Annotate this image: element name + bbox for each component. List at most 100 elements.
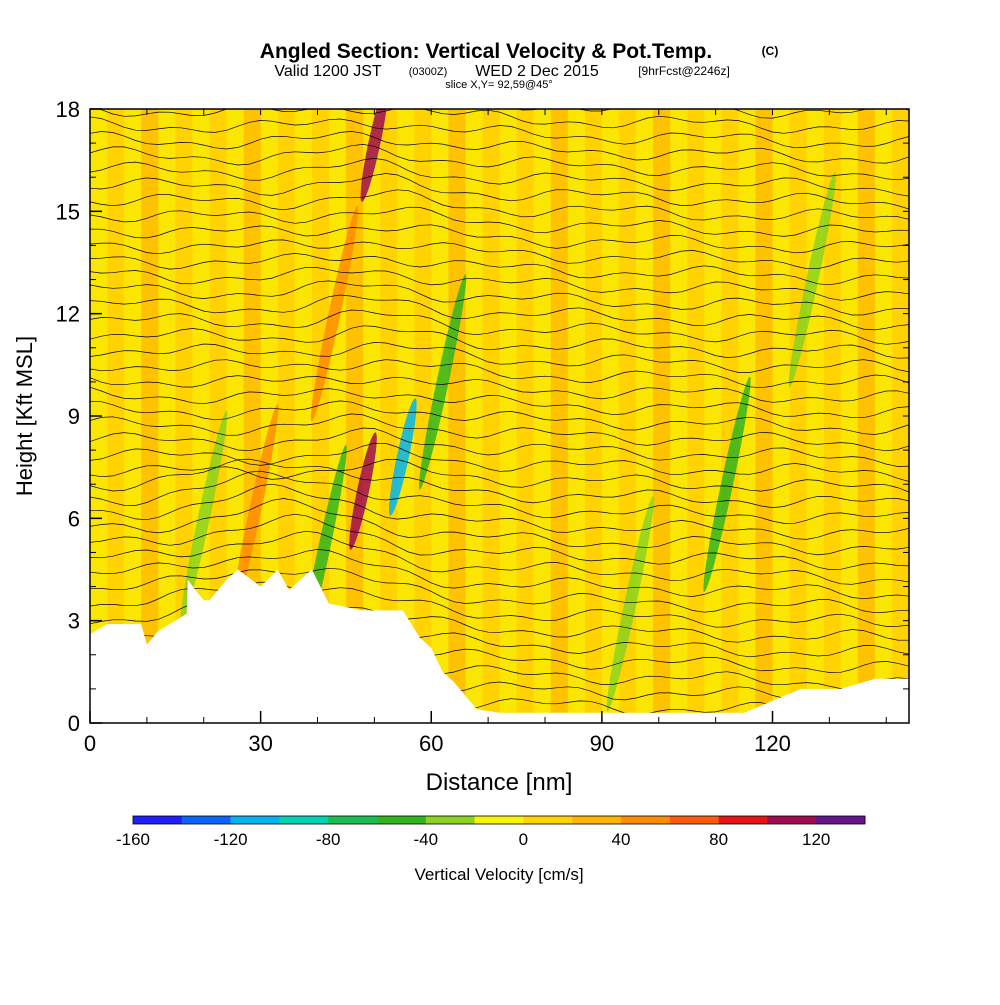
isentrope-line: [90, 567, 909, 614]
velocity-band: [755, 109, 773, 723]
isentrope-line: [90, 458, 909, 508]
isentrope-line: [90, 294, 909, 331]
isentrope-line: [90, 342, 909, 373]
velocity-band: [124, 109, 142, 723]
velocity-band: [260, 109, 279, 723]
velocity-band: [601, 109, 620, 723]
x-tick-label: 120: [754, 731, 791, 756]
isentrope-line: [90, 530, 909, 585]
isentrope-line: [90, 483, 909, 540]
colorbar-tick-label: 40: [612, 830, 631, 849]
colorbar-swatch: [133, 816, 183, 824]
colorbar: -160 -120 -80 -40 0 40 80 120: [116, 815, 866, 849]
colorbar-swatch: [621, 816, 671, 824]
isentrope-line: [90, 386, 909, 419]
velocity-band: [806, 109, 825, 723]
isentrope-line: [90, 131, 909, 164]
subtitle-valid: Valid 1200 JST: [274, 63, 382, 80]
colorbar-swatch: [377, 816, 427, 824]
chart-title: Angled Section: Vertical Velocity & Pot.…: [260, 40, 712, 63]
plot-area: [90, 109, 909, 723]
velocity-band: [687, 109, 705, 723]
y-tick-label: 9: [68, 404, 80, 429]
terrain-mask: [90, 569, 909, 723]
colorbar-tick-label: 0: [519, 830, 528, 849]
isentrope-line: [90, 206, 909, 237]
colorbar-tick-label: -120: [214, 830, 248, 849]
y-tick-label: 15: [56, 199, 80, 224]
velocity-band: [857, 109, 876, 723]
velocity-feature: [231, 403, 279, 620]
isentrope-line: [90, 158, 909, 197]
velocity-band: [789, 109, 808, 723]
colorbar-swatch: [328, 816, 378, 824]
velocity-band: [670, 109, 688, 723]
y-axis-label: Height [Kft MSL]: [12, 336, 37, 496]
slice-label: slice X,Y= 92,59@45°: [445, 79, 553, 91]
isentrope-line: [90, 266, 909, 301]
velocity-feature: [360, 109, 389, 202]
velocity-feature: [606, 496, 654, 712]
subtitle-forecast: [9hrFcst@2246z]: [638, 64, 730, 78]
velocity-band: [891, 109, 909, 723]
colorbar-tick-label: -40: [414, 830, 439, 849]
colorbar-swatch: [279, 816, 329, 824]
velocity-band: [448, 109, 466, 723]
subtitle-utc: (0300Z): [409, 66, 448, 78]
velocity-band: [277, 109, 296, 723]
velocity-feature: [389, 398, 417, 516]
velocity-band: [363, 109, 381, 723]
colorbar-frame: [132, 815, 866, 825]
colorbar-tick-label: -160: [116, 830, 150, 849]
colorbar-tick-label: 120: [802, 830, 830, 849]
isentrope-line: [90, 239, 909, 270]
velocity-band: [465, 109, 483, 723]
velocity-band: [209, 109, 227, 723]
velocity-band: [738, 109, 756, 723]
isentrope-line: [90, 375, 909, 403]
colorbar-tick-label: 80: [709, 830, 728, 849]
colorbar-swatch: [767, 816, 817, 824]
isentrope-line: [90, 173, 909, 210]
x-tick-label: 0: [84, 731, 96, 756]
isentrope-line: [90, 144, 909, 181]
y-tick-label: 18: [56, 97, 80, 122]
isentrope-line: [90, 459, 909, 493]
y-tick-label: 12: [56, 302, 80, 327]
colorbar-swatch: [474, 816, 524, 824]
colorbar-swatch: [523, 816, 573, 824]
velocity-band: [721, 109, 739, 723]
colorbar-swatch: [425, 816, 475, 824]
velocity-band: [482, 109, 500, 723]
colorbar-swatch: [669, 816, 719, 824]
velocity-band: [294, 109, 313, 723]
velocity-band: [414, 109, 432, 723]
isentrope-line: [90, 470, 909, 524]
velocity-feature: [349, 432, 377, 550]
velocity-band: [533, 109, 552, 723]
y-tick-label: 3: [68, 609, 80, 634]
colorbar-swatch: [718, 816, 768, 824]
subtitle-date: WED 2 Dec 2015: [475, 63, 599, 80]
velocity-band: [584, 109, 603, 723]
isentrope-line: [90, 413, 909, 452]
isentrope-line: [90, 224, 909, 254]
isentrope-line: [90, 442, 909, 482]
colorbar-swatch: [181, 816, 231, 824]
velocity-band: [567, 109, 586, 723]
velocity-band: [840, 109, 859, 723]
y-tick-label: 6: [68, 506, 80, 531]
colorbar-swatch: [230, 816, 280, 824]
velocity-band: [516, 109, 535, 723]
colorbar-label: Vertical Velocity [cm/s]: [414, 865, 583, 884]
velocity-band: [380, 109, 398, 723]
isentrope-line: [516, 109, 909, 119]
isentrope-line: [90, 427, 909, 467]
isentrope-line: [90, 309, 909, 345]
chart-title-unit: (C): [762, 44, 779, 58]
isentrope-line: [90, 325, 909, 359]
isentrope-line: [90, 189, 909, 221]
x-tick-label: 30: [248, 731, 272, 756]
velocity-band: [158, 109, 176, 723]
